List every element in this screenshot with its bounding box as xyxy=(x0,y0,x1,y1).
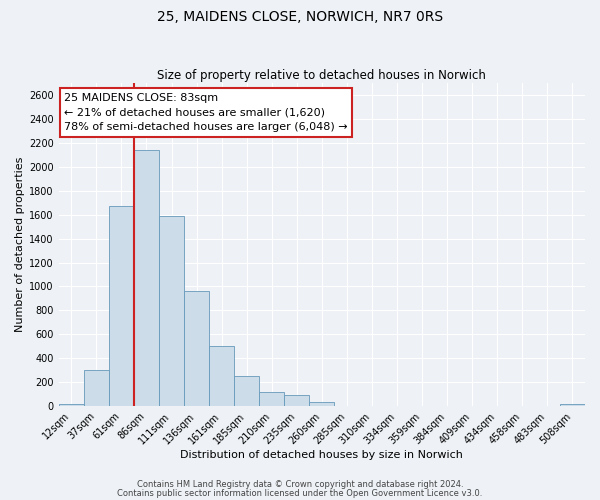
Bar xyxy=(284,394,310,406)
Bar xyxy=(234,376,259,406)
Y-axis label: Number of detached properties: Number of detached properties xyxy=(15,157,25,332)
Bar xyxy=(184,292,209,406)
Bar xyxy=(259,392,284,406)
Bar xyxy=(310,402,334,406)
Text: Contains public sector information licensed under the Open Government Licence v3: Contains public sector information licen… xyxy=(118,489,482,498)
Text: 25, MAIDENS CLOSE, NORWICH, NR7 0RS: 25, MAIDENS CLOSE, NORWICH, NR7 0RS xyxy=(157,10,443,24)
Text: Contains HM Land Registry data © Crown copyright and database right 2024.: Contains HM Land Registry data © Crown c… xyxy=(137,480,463,489)
X-axis label: Distribution of detached houses by size in Norwich: Distribution of detached houses by size … xyxy=(181,450,463,460)
Bar xyxy=(59,404,84,406)
Bar xyxy=(209,346,234,406)
Title: Size of property relative to detached houses in Norwich: Size of property relative to detached ho… xyxy=(157,69,487,82)
Text: 25 MAIDENS CLOSE: 83sqm
← 21% of detached houses are smaller (1,620)
78% of semi: 25 MAIDENS CLOSE: 83sqm ← 21% of detache… xyxy=(64,93,347,132)
Bar xyxy=(560,404,585,406)
Bar xyxy=(84,370,109,406)
Bar xyxy=(134,150,159,406)
Bar xyxy=(109,206,134,406)
Bar xyxy=(159,216,184,406)
